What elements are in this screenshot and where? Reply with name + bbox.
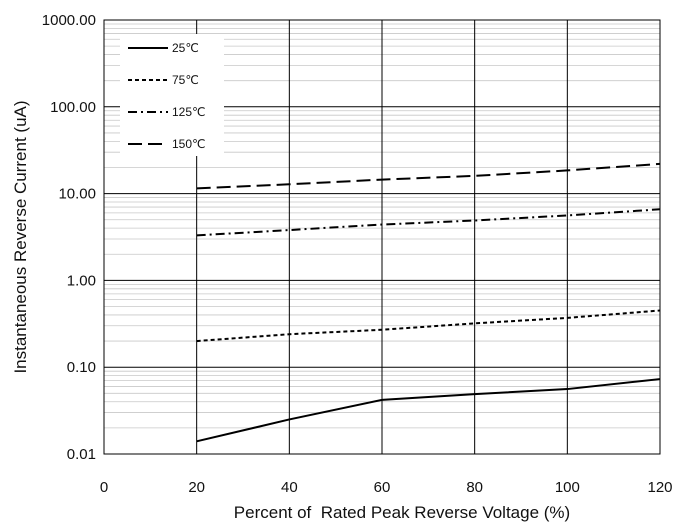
y-axis-tick-labels: 0.01 0.10 1.00 10.00 100.00 1000.00 [42, 12, 96, 463]
x-tick-label: 80 [466, 479, 483, 496]
series-line-2 [196, 309, 661, 343]
legend-box [120, 34, 224, 156]
legend-label: 25℃ [172, 41, 199, 55]
legend: 25℃ 75℃ 125℃ 150℃ [120, 34, 224, 156]
x-tick-label: 0 [100, 479, 108, 496]
y-tick-label: 0.10 [67, 359, 96, 376]
legend-label: 125℃ [172, 105, 206, 119]
series-line-1 [196, 378, 661, 443]
series-lines [196, 162, 661, 443]
y-tick-label: 100.00 [50, 99, 96, 116]
x-tick-label: 40 [281, 479, 298, 496]
y-tick-label: 10.00 [58, 186, 96, 203]
x-axis-title: Percent of Rated Peak Reverse Voltage (%… [234, 503, 570, 522]
y-tick-label: 0.01 [67, 446, 96, 463]
x-tick-label: 120 [647, 479, 672, 496]
legend-label: 150℃ [172, 137, 206, 151]
y-tick-label: 1000.00 [42, 12, 96, 29]
plot-area-border [103, 19, 661, 455]
y-tick-label: 1.00 [67, 272, 96, 289]
x-tick-label: 60 [374, 479, 391, 496]
x-axis-tick-labels: 0 20 40 60 80 100 120 [100, 479, 673, 496]
y-axis-title: Instantaneous Reverse Current (uA) [11, 100, 30, 373]
x-tick-label: 20 [188, 479, 205, 496]
series-line-3 [196, 208, 661, 237]
x-tick-label: 100 [555, 479, 580, 496]
series-line-4 [196, 162, 661, 190]
legend-label: 75℃ [172, 73, 199, 87]
